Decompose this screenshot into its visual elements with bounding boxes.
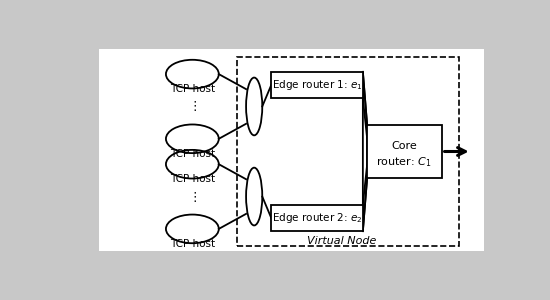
Text: $\vdots$: $\vdots$ bbox=[188, 190, 197, 203]
Text: TCP host: TCP host bbox=[170, 149, 215, 159]
FancyBboxPatch shape bbox=[271, 72, 363, 98]
FancyBboxPatch shape bbox=[98, 49, 485, 251]
Text: Core: Core bbox=[392, 141, 417, 151]
Text: Virtual Node: Virtual Node bbox=[307, 236, 377, 246]
Text: TCP host: TCP host bbox=[170, 84, 215, 94]
FancyBboxPatch shape bbox=[271, 205, 363, 231]
Text: router: $C_1$: router: $C_1$ bbox=[376, 155, 432, 169]
Text: TCP host: TCP host bbox=[170, 239, 215, 249]
Polygon shape bbox=[363, 72, 367, 231]
FancyBboxPatch shape bbox=[367, 125, 442, 178]
Text: Edge router 2: $e_2$: Edge router 2: $e_2$ bbox=[272, 211, 362, 225]
Text: $\vdots$: $\vdots$ bbox=[188, 100, 197, 113]
Text: Edge router 1: $e_1$: Edge router 1: $e_1$ bbox=[272, 78, 362, 92]
Text: TCP host: TCP host bbox=[170, 174, 215, 184]
